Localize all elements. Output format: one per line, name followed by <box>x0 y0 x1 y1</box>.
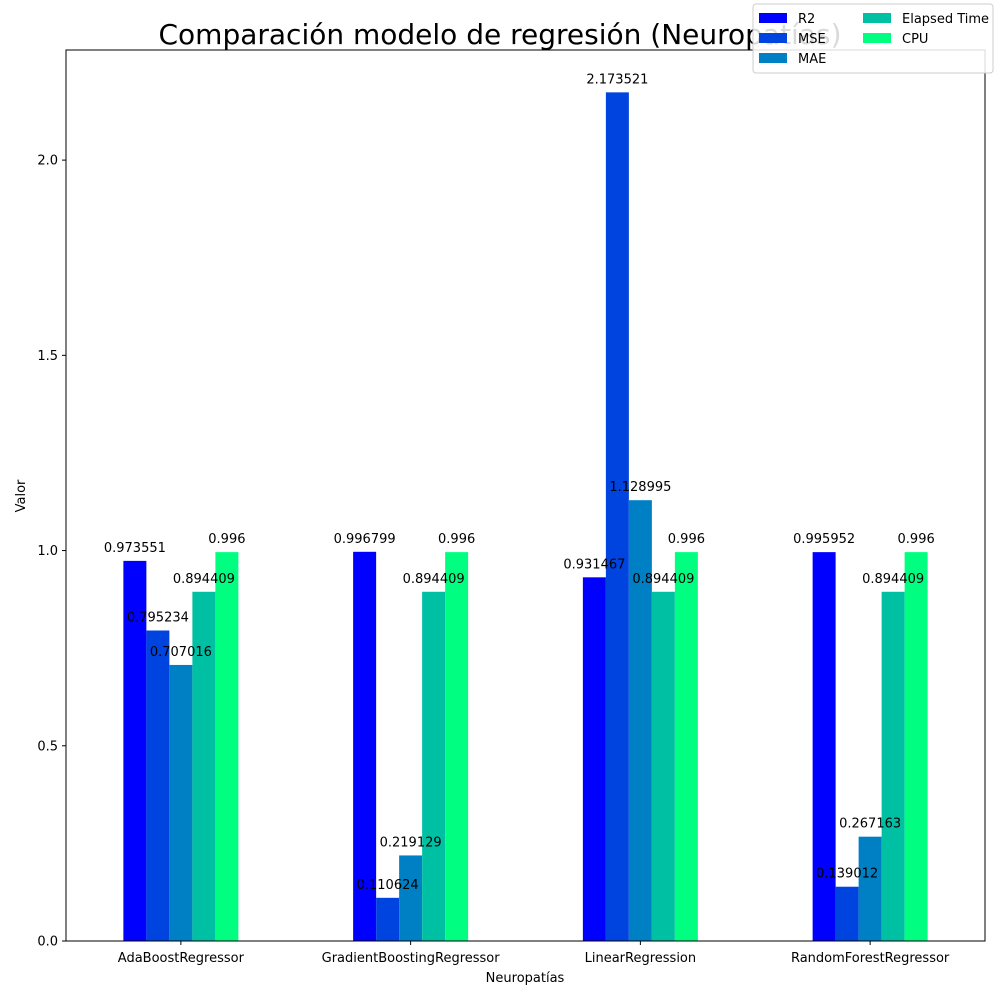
bar-value-label: 0.894409 <box>403 572 465 587</box>
bar-value-label: 0.995952 <box>793 532 855 547</box>
bar-value-label: 0.894409 <box>632 572 694 587</box>
bar-mse <box>605 92 629 942</box>
y-tick-label: 2.0 <box>37 154 58 169</box>
bar-value-label: 0.996 <box>668 532 705 547</box>
legend-swatch <box>759 13 787 23</box>
bar-value-label: 0.219129 <box>380 835 442 850</box>
bar-mae <box>628 500 652 941</box>
legend-label: MSE <box>798 32 826 47</box>
y-tick-label: 1.5 <box>37 349 58 364</box>
bars-group <box>123 92 928 942</box>
bar-elapsed-time <box>192 591 216 941</box>
bar-r2 <box>123 560 147 941</box>
legend-swatch <box>759 33 787 43</box>
legend-label: CPU <box>902 32 928 47</box>
x-axis: AdaBoostRegressor GradientBoostingRegress… <box>118 941 950 966</box>
x-tick-label: RandomForestRegressor <box>791 951 950 966</box>
legend-swatch <box>863 13 891 23</box>
bar-mse <box>835 886 859 941</box>
bar-elapsed-time <box>422 591 446 941</box>
y-tick-label: 1.0 <box>37 544 58 559</box>
bar-mse <box>146 630 170 941</box>
bar-value-label: 2.173521 <box>586 72 648 87</box>
bar-value-label: 0.707016 <box>150 645 212 660</box>
value-labels-group: 0.973551 0.795234 0.707016 0.894409 0.996 0.9… <box>104 72 935 892</box>
legend-label: MAE <box>798 52 826 67</box>
y-tick-label: 0.0 <box>37 935 58 950</box>
bar-value-label: 0.139012 <box>816 867 878 882</box>
bar-elapsed-time <box>651 591 675 941</box>
bar-value-label: 0.894409 <box>173 572 235 587</box>
x-axis-label: Neuropatías <box>486 971 565 986</box>
bar-value-label: 0.996 <box>898 532 935 547</box>
x-tick-label: LinearRegression <box>585 951 697 966</box>
bar-value-label: 0.894409 <box>862 572 924 587</box>
legend-swatch <box>759 53 787 63</box>
bar-value-label: 0.973551 <box>104 541 166 556</box>
bar-r2 <box>353 551 377 941</box>
bar-cpu <box>445 552 469 941</box>
bar-value-label: 0.996 <box>208 532 245 547</box>
bar-cpu <box>674 552 698 941</box>
x-tick-label: GradientBoostingRegressor <box>322 951 501 966</box>
bar-elapsed-time <box>881 591 905 941</box>
bar-mae <box>169 664 193 941</box>
bar-value-label: 0.931467 <box>563 557 625 572</box>
bar-cpu <box>904 552 928 941</box>
legend-label: R2 <box>798 12 815 27</box>
bar-cpu <box>215 552 239 941</box>
bar-value-label: 0.996799 <box>334 532 396 547</box>
bar-value-label: 0.996 <box>438 532 475 547</box>
y-axis-label: Valor <box>14 479 29 512</box>
bar-r2 <box>812 552 836 941</box>
legend: R2 MSE MAE Elapsed Time CPU <box>752 3 994 74</box>
bar-value-label: 0.267163 <box>839 817 901 832</box>
legend-swatch <box>863 33 891 43</box>
bar-value-label: 0.110624 <box>357 878 419 893</box>
chart-title: Comparación modelo de regresión (Neuropa… <box>158 18 841 51</box>
bar-mse <box>376 897 400 941</box>
bar-r2 <box>582 577 606 941</box>
y-axis: 0.0 0.5 1.0 1.5 2.0 <box>37 154 66 950</box>
y-tick-label: 0.5 <box>37 739 58 754</box>
bar-value-label: 0.795234 <box>127 611 189 626</box>
bar-mae <box>399 855 423 941</box>
bar-value-label: 1.128995 <box>609 480 671 495</box>
plot-frame <box>65 49 986 942</box>
bar-mae <box>858 836 882 941</box>
legend-label: Elapsed Time <box>902 12 989 27</box>
plot-area: 0.973551 0.795234 0.707016 0.894409 0.996 0.9… <box>37 49 986 966</box>
x-tick-label: AdaBoostRegressor <box>118 951 245 966</box>
